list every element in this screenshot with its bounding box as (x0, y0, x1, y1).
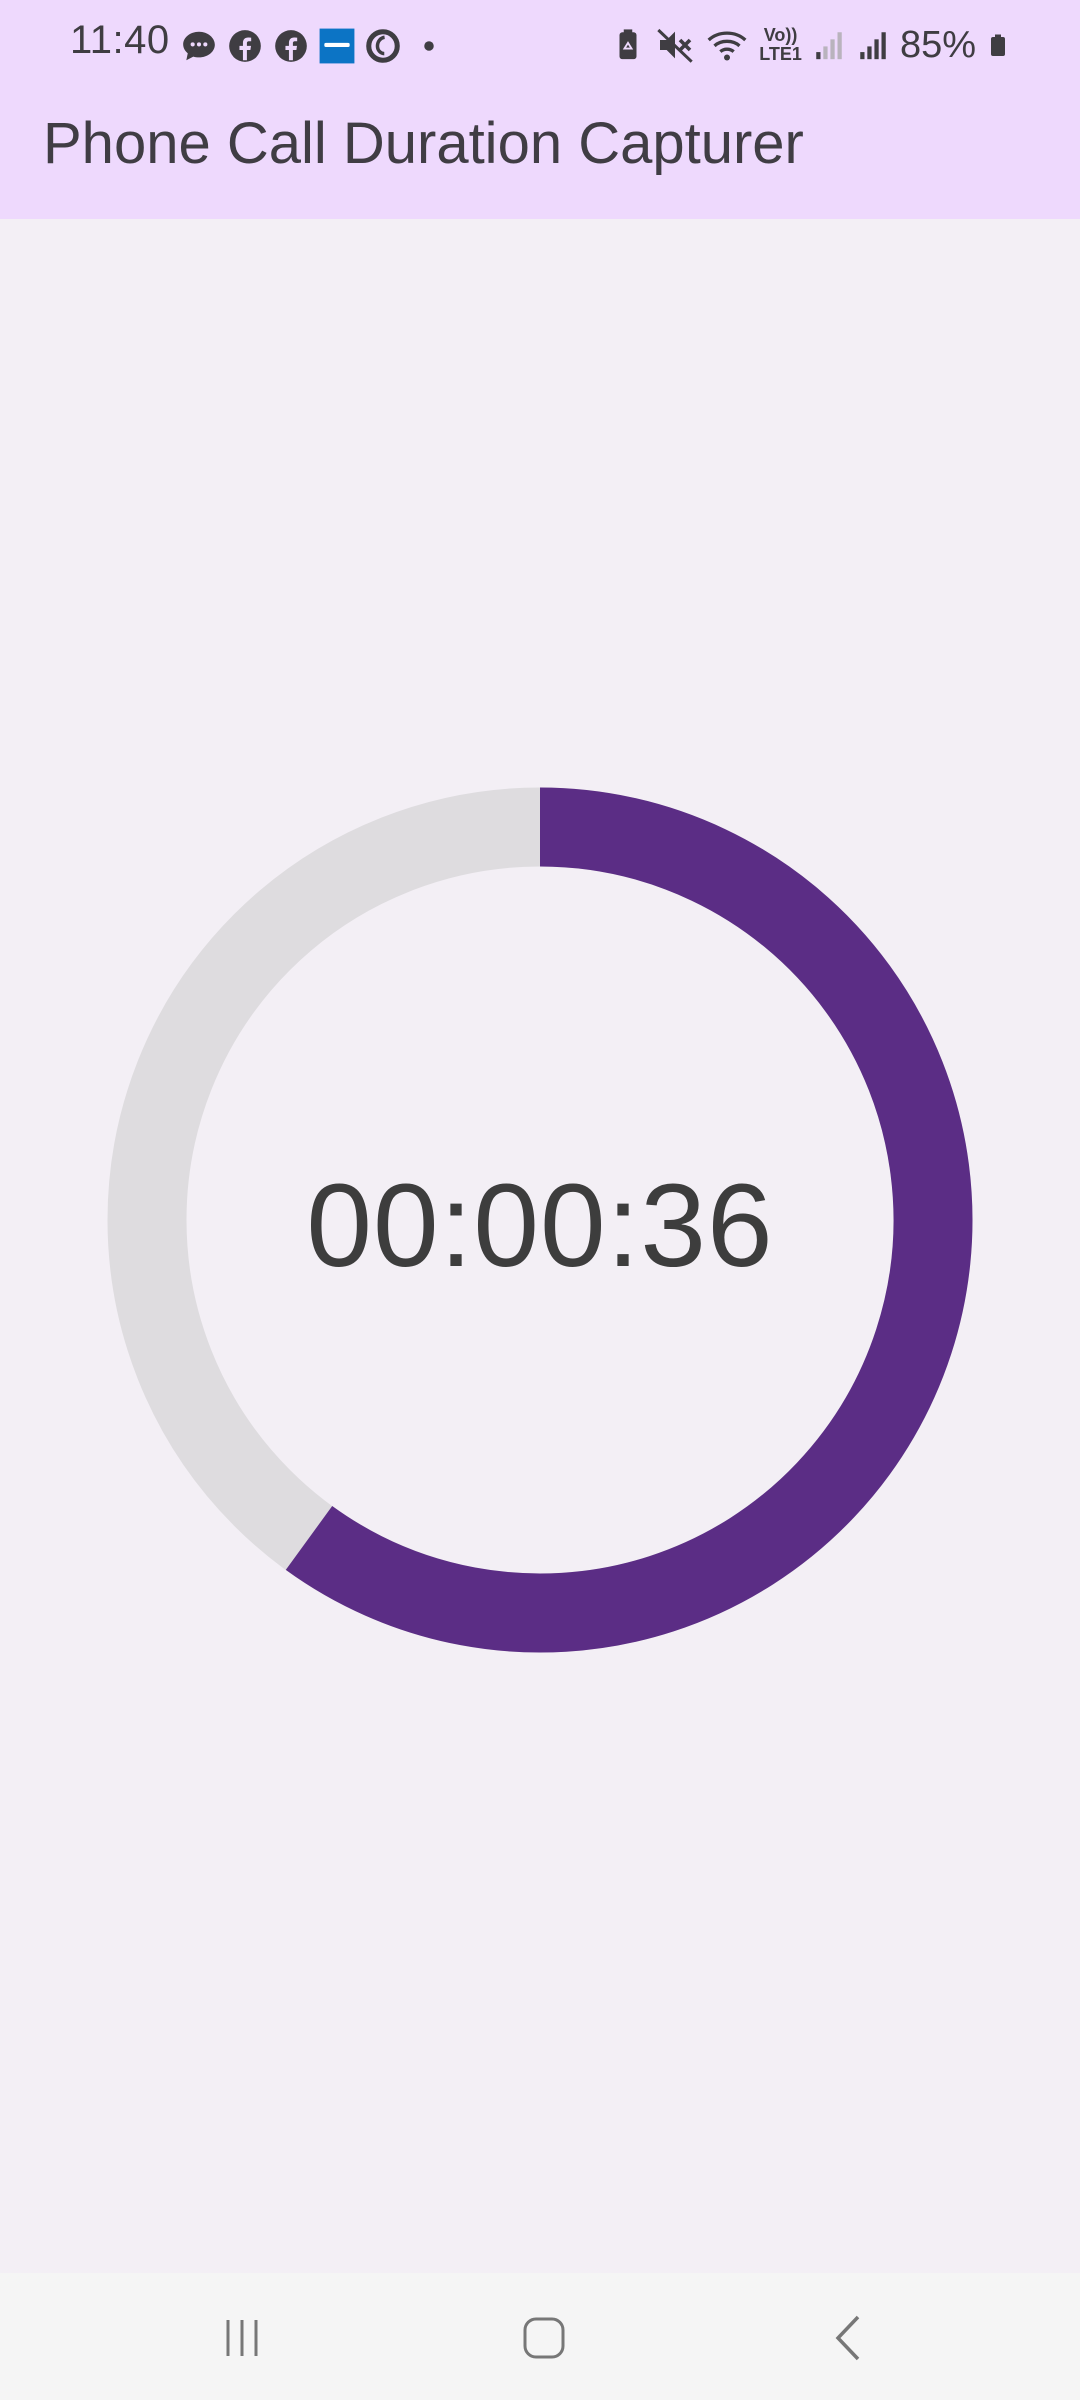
system-icons: Vo)) LTE1 85% (611, 20, 1010, 70)
messages-icon (183, 31, 215, 61)
top-area: 11:40 (0, 0, 1080, 219)
app-title: Phone Call Duration Capturer (43, 111, 804, 176)
wifi-icon (707, 31, 747, 61)
navigation-bar (0, 2273, 1080, 2400)
timer-progress-ring (107, 787, 973, 1653)
status-time: 11:40 (70, 18, 170, 62)
recent-apps-icon (226, 2320, 258, 2356)
volte-label: Vo)) (763, 25, 798, 45)
mute-icon (657, 28, 693, 63)
timer-ring (107, 787, 973, 1653)
signal-icon (860, 32, 886, 60)
facebook-icon (229, 30, 261, 62)
signal-weak-icon (816, 32, 842, 60)
battery-saver-icon (619, 29, 637, 60)
notification-icons (180, 24, 448, 68)
recent-apps-button[interactable] (197, 2293, 287, 2383)
back-icon (835, 2315, 860, 2361)
volte-lte-icon: Vo)) LTE1 (759, 26, 802, 64)
more-dot-icon (424, 41, 434, 51)
home-button[interactable] (499, 2293, 589, 2383)
battery-percent: 85% (899, 23, 976, 66)
back-button[interactable] (803, 2293, 893, 2383)
lte-label: LTE1 (759, 44, 802, 64)
facebook-icon (275, 30, 307, 62)
home-icon (523, 2317, 565, 2359)
status-bar: 11:40 (0, 0, 1080, 90)
battery-icon (991, 34, 1005, 56)
ring-progress-arc (285, 787, 973, 1653)
timer-display: 00:00:36 (306, 1160, 774, 1292)
bank-app-icon (319, 28, 355, 64)
vodafone-icon (366, 29, 400, 63)
